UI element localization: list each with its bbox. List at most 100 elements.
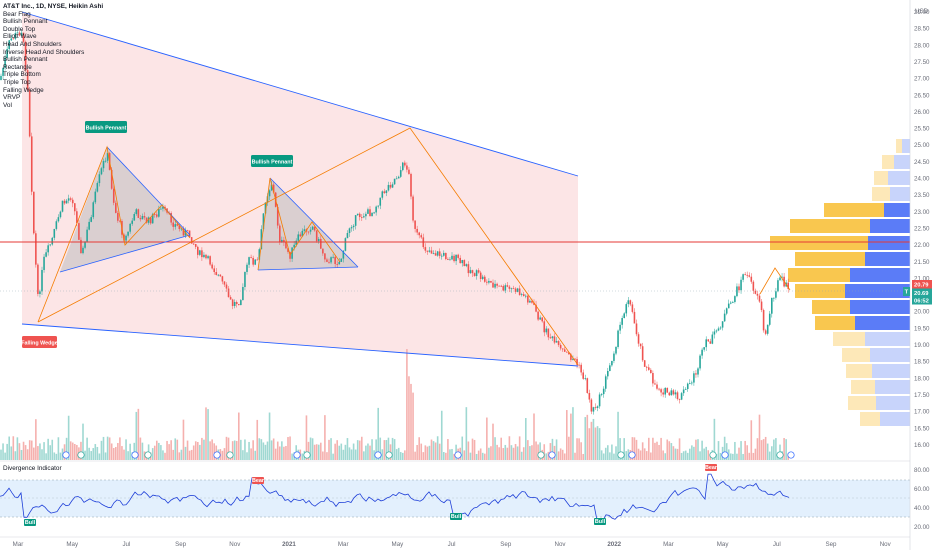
dividend-marker[interactable] <box>548 451 556 459</box>
candle-body <box>102 161 105 169</box>
indicator-item[interactable]: Triple Top <box>3 78 31 86</box>
volume-bar <box>153 445 156 460</box>
earnings-marker[interactable] <box>303 451 311 459</box>
volume-bar <box>654 442 656 460</box>
candle-body <box>385 190 388 194</box>
candle-body <box>572 358 574 360</box>
candle-body <box>625 304 628 314</box>
candle-body <box>330 257 332 263</box>
candle-body <box>654 383 656 385</box>
earnings-marker[interactable] <box>226 451 234 459</box>
indicator-item[interactable]: VRVP <box>3 94 21 102</box>
candle-body <box>320 238 322 249</box>
volume-bar <box>785 439 787 460</box>
price-axis[interactable]: 29.00 28.50 28.00 27.50 27.00 26.50 26.00 25.50… <box>914 9 930 449</box>
volume-bar <box>201 437 203 460</box>
bullish-pennant-label-1[interactable]: Bullish Pennant <box>85 121 127 133</box>
price-tick-label: 21.50 <box>914 259 930 266</box>
indicator-item[interactable]: Head And Shoulders <box>3 40 62 48</box>
candle-body <box>373 212 375 214</box>
indicator-item[interactable]: Bear Flag <box>3 10 31 18</box>
candle-body <box>125 235 127 241</box>
candle-body <box>242 286 244 301</box>
indicator-item[interactable]: Falling Wedge <box>3 86 44 94</box>
earnings-marker[interactable] <box>77 451 85 459</box>
candle-body <box>459 257 461 264</box>
volume-bar <box>233 440 236 460</box>
volume-bar <box>639 450 642 460</box>
price-tick-label: 22.00 <box>914 242 930 249</box>
candle-body <box>322 248 324 254</box>
bullish-pennant-label-2[interactable]: Bullish Pennant <box>251 155 293 167</box>
candle-body <box>127 231 129 236</box>
candle-body <box>607 370 609 377</box>
candle-body <box>340 258 343 262</box>
candle-body <box>527 295 529 303</box>
volume-bar <box>47 438 49 460</box>
candle-body <box>629 300 632 305</box>
time-axis[interactable]: Mar May Jul Sep Nov 2021 Mar May Jul Sep Nov 2022 Ma… <box>13 541 892 548</box>
candle-body <box>461 260 464 264</box>
volume-bar <box>754 448 757 460</box>
volume-profile-row <box>882 155 894 169</box>
volume-bar <box>250 448 252 460</box>
volume-bar <box>586 414 589 460</box>
oscillator-axis: 80.00 60.00 40.00 20.00 <box>914 467 930 531</box>
price-tick-label: 19.50 <box>914 325 930 332</box>
dividend-marker[interactable] <box>131 451 139 459</box>
dividend-marker[interactable] <box>628 451 636 459</box>
indicator-item[interactable]: Bullish Pennant <box>3 18 48 26</box>
dividend-marker[interactable] <box>721 451 729 459</box>
falling-wedge-label[interactable]: Falling Wedge <box>21 336 58 348</box>
volume-bar <box>324 415 326 460</box>
volume-bar <box>479 448 482 460</box>
candle-body <box>39 291 41 294</box>
candle-body <box>190 237 193 244</box>
candle-body <box>580 364 582 373</box>
dividend-marker[interactable] <box>454 451 462 459</box>
indicator-item[interactable]: Elliott Wave <box>3 33 37 41</box>
event-markers[interactable] <box>62 451 795 459</box>
candle-body <box>522 294 525 297</box>
earnings-marker[interactable] <box>776 451 784 459</box>
candle-body <box>250 257 252 258</box>
volume-bar <box>174 438 177 460</box>
volume-bar <box>674 448 677 460</box>
volume-bar <box>127 451 129 460</box>
volume-bar <box>182 419 185 460</box>
volume-bar <box>771 446 773 460</box>
candle-body <box>100 168 103 175</box>
candle-body <box>533 302 535 305</box>
volume-bar <box>399 452 402 460</box>
earnings-marker[interactable] <box>709 451 717 459</box>
volume-bar <box>309 437 312 460</box>
volume-bar <box>53 452 56 460</box>
earnings-marker[interactable] <box>537 451 545 459</box>
dividend-marker[interactable] <box>787 451 795 459</box>
volume-profile-row <box>870 348 910 362</box>
volume-bar <box>758 414 761 460</box>
volume-bar <box>240 439 242 460</box>
indicator-item[interactable]: Rectangle <box>3 63 32 71</box>
candle-body <box>258 249 261 260</box>
price-tick-label: 26.00 <box>914 109 930 116</box>
indicator-item[interactable]: Triple Bottom <box>3 71 41 79</box>
indicator-item[interactable]: Vol <box>3 101 12 109</box>
earnings-marker[interactable] <box>144 451 152 459</box>
indicator-item[interactable]: Double Top <box>3 25 36 33</box>
volume-bar <box>135 411 138 460</box>
indicator-item[interactable]: Inverse Head And Shoulders <box>3 48 85 56</box>
candle-body <box>455 254 457 262</box>
candle-body <box>287 248 289 252</box>
indicator-item[interactable]: Bullish Pennant <box>3 56 48 64</box>
volume-bar <box>129 443 131 460</box>
dividend-marker[interactable] <box>374 451 382 459</box>
earnings-marker[interactable] <box>385 451 393 459</box>
dividend-marker[interactable] <box>213 451 221 459</box>
earnings-marker[interactable] <box>617 451 625 459</box>
dividend-marker[interactable] <box>293 451 301 459</box>
candle-body <box>502 286 505 291</box>
dividend-marker[interactable] <box>62 451 70 459</box>
volume-bar <box>285 445 287 460</box>
